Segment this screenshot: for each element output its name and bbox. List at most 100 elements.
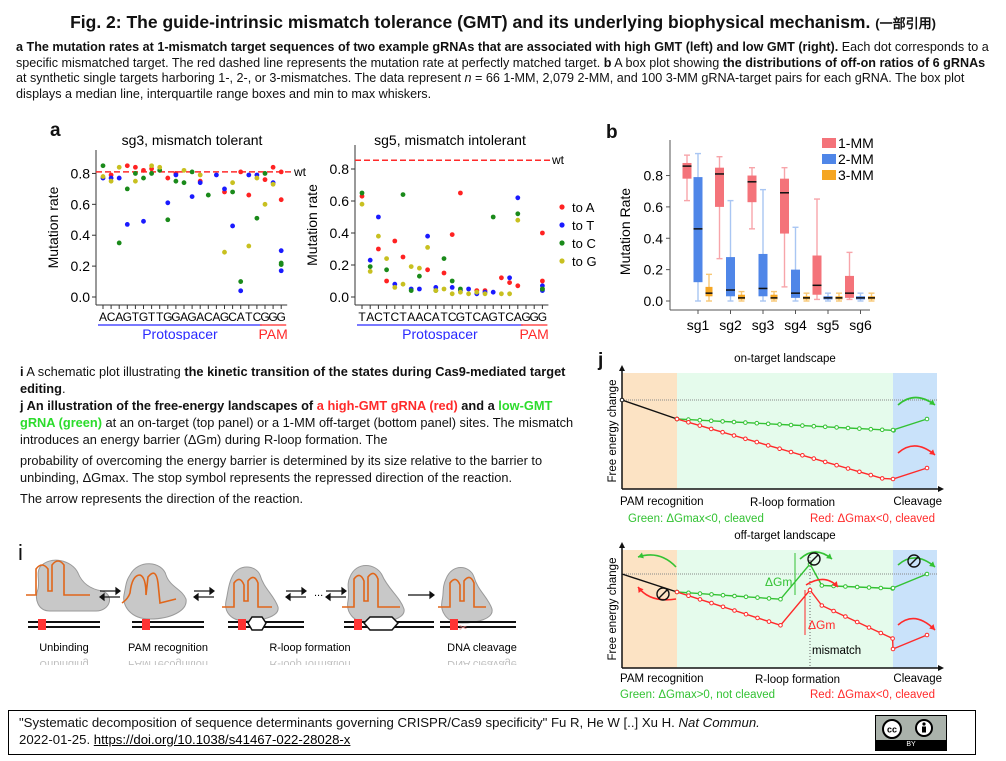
y-tick-label: 0.4 — [71, 227, 91, 243]
data-point-to-c — [449, 278, 455, 284]
data-point-to-c — [181, 180, 187, 186]
data-point-to-c — [400, 192, 406, 197]
green-landscape-node — [890, 427, 896, 433]
x-tick-label: A — [115, 310, 123, 324]
x-tick-label: G — [277, 310, 286, 324]
green-landscape-node — [743, 594, 749, 600]
red-landscape-node — [890, 636, 895, 641]
pam-region-bg — [622, 550, 677, 668]
data-point-to-t — [490, 289, 496, 295]
data-point-to-t — [238, 288, 244, 294]
i-bold: the kinetic transition of the states dur… — [20, 364, 566, 396]
protospacer-label: Protospacer — [402, 326, 478, 340]
panel-label-i: i — [18, 540, 23, 565]
label-pam-recognition: PAM recognition — [128, 642, 208, 654]
data-point-to-t — [449, 285, 455, 290]
attribution-body — [922, 726, 926, 733]
x-tick-label: A — [415, 310, 423, 324]
y-tick-label: 0.0 — [330, 289, 350, 305]
data-point-to-a — [425, 267, 430, 273]
x-tick-label: sg1 — [687, 317, 710, 333]
red-landscape-node — [732, 608, 737, 613]
license-by-label: BY — [876, 740, 946, 750]
cc-icons: cc — [882, 719, 933, 739]
data-point-to-g — [458, 289, 463, 295]
legend-label: to T — [572, 218, 594, 233]
panel-ij-description: i A schematic plot illustrating the kine… — [20, 363, 590, 507]
x-tick-label: T — [465, 310, 473, 324]
red-landscape-node — [866, 625, 872, 630]
chart-title: sg3, mismatch tolerant — [122, 132, 263, 148]
j-text: at an on-target (top panel) or a 1-MM of… — [20, 415, 574, 447]
red-landscape-node — [800, 453, 805, 458]
dna-strand — [28, 626, 100, 628]
data-point-to-a — [540, 230, 545, 236]
caption-b-label: b — [603, 55, 612, 70]
data-point-to-a — [133, 164, 138, 170]
j-red: a high-GMT gRNA (red) — [316, 398, 458, 413]
figure-title-note: (一部引用) — [875, 16, 936, 31]
box-1-mm — [682, 162, 692, 179]
cas9-shape — [123, 563, 187, 620]
data-point-to-c — [100, 163, 106, 169]
x-tick-label: C — [374, 310, 383, 324]
stop-icon — [656, 587, 670, 601]
data-point-to-c — [124, 186, 130, 192]
box-1-mm — [845, 275, 854, 298]
state-rloop-1 — [222, 566, 304, 631]
guide-rna — [121, 572, 177, 605]
pam-site — [354, 619, 362, 630]
green-landscape-node — [811, 423, 817, 429]
data-point-to-g — [466, 291, 471, 297]
x-tick-label: sg6 — [849, 317, 872, 333]
doi-link[interactable]: https://doi.org/10.1038/s41467-022-28028… — [93, 732, 351, 747]
panel-label-j: j — [598, 350, 604, 371]
data-point-to-g — [100, 174, 106, 179]
x-axis-arrow — [938, 486, 944, 492]
x-tick-label: A — [196, 310, 204, 324]
state-dna-cleavage: ✂ — [438, 567, 516, 634]
state-rloop-2 — [342, 565, 434, 631]
data-point-to-g — [262, 201, 268, 207]
x-tick-label: G — [456, 310, 465, 324]
x-tick-label: G — [489, 310, 498, 324]
panel-label-a: a — [50, 120, 61, 141]
reflection-pam: PAM recognition — [128, 658, 208, 665]
green-landscape-node — [868, 426, 874, 432]
green-landscape-node — [800, 423, 805, 428]
red-landscape-node — [720, 429, 725, 435]
reflection-unbinding: Unbinding — [39, 658, 89, 665]
red-landscape-node — [754, 439, 760, 445]
stop-icon — [907, 554, 921, 568]
box-3-mm — [770, 294, 778, 300]
reflection-cleavage: DNA cleavage — [447, 658, 517, 665]
cc-by-license-badge[interactable]: cc BY — [875, 715, 947, 751]
data-point-to-c — [133, 171, 138, 176]
data-point-to-a — [507, 280, 512, 285]
red-landscape-node — [807, 587, 813, 593]
top-xlabel-pam: PAM recognition — [620, 496, 704, 508]
dna-strand — [28, 621, 100, 623]
green-landscape-node — [720, 592, 726, 598]
red-landscape-node — [766, 619, 772, 624]
figure-caption: a The mutation rates at 1-mismatch targe… — [16, 40, 996, 102]
box-2-mm — [758, 253, 768, 297]
green-landscape-node — [732, 593, 737, 599]
data-point-to-c — [149, 171, 154, 176]
mismatch-label: mismatch — [812, 645, 861, 657]
pam-binding-line — [621, 399, 678, 420]
citation-box: "Systematic decomposition of sequence de… — [8, 710, 976, 755]
box-plot-chart: 0.0 0.2 0.4 0.6 0.8 Mutation Rate sg1 sg2 sg3 sg4… — [617, 135, 875, 333]
data-point-to-t — [278, 268, 284, 274]
wt-label: wt — [293, 165, 307, 179]
citation-date: 2022-01-25. — [19, 732, 94, 747]
label-unbinding: Unbinding — [39, 642, 89, 654]
legend-label: 3-MM — [838, 167, 874, 183]
bottom-xlabel-rloop: R-loop formation — [755, 674, 840, 686]
data-point-to-g — [254, 175, 260, 181]
x-tick-label: T — [440, 310, 448, 324]
y-tick-label: 0.2 — [644, 262, 664, 278]
x-tick-label: A — [180, 310, 188, 324]
data-point-to-g — [417, 265, 422, 271]
x-tick-label: C — [253, 310, 262, 324]
